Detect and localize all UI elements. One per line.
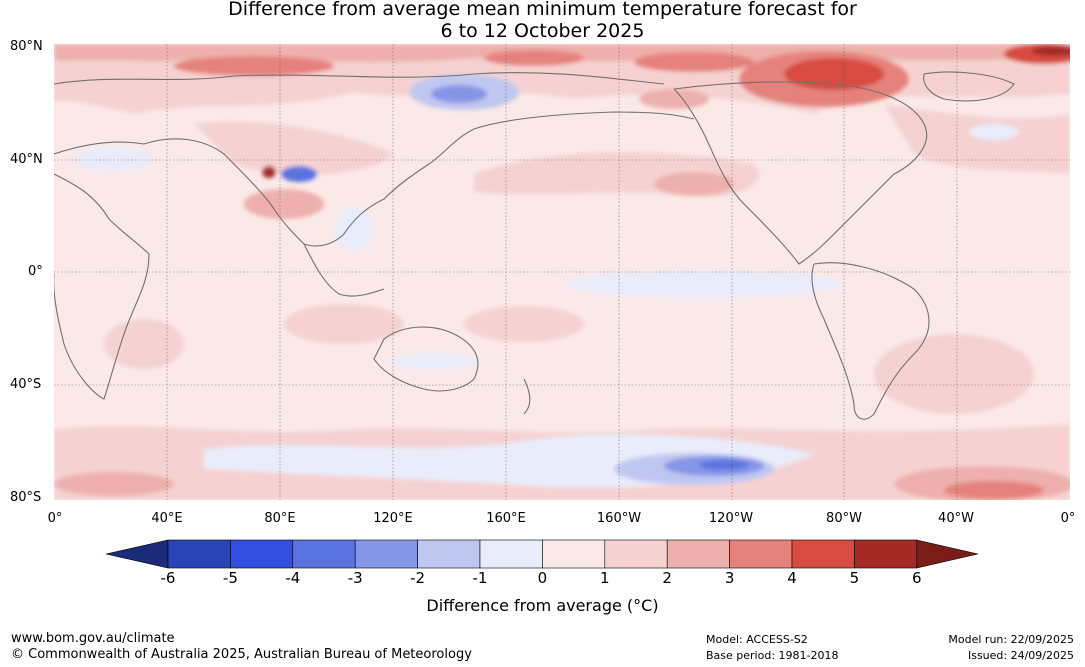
- colorbar-tick-label: 0: [537, 569, 548, 587]
- south-america-coast: [811, 262, 930, 420]
- colorbar-segment: [666, 539, 730, 569]
- eurasia-coast: [54, 111, 695, 247]
- south-pacific-warm: [464, 306, 584, 342]
- colorbar-tick-label: -5: [222, 569, 238, 587]
- greenland-coast: [923, 71, 1015, 102]
- south-america-warm: [874, 334, 1034, 414]
- map-title-line-1: Difference from average mean minimum tem…: [228, 0, 857, 20]
- arabia-warm: [244, 189, 324, 219]
- lon-label-40e: 40°E: [151, 511, 183, 526]
- colorbar-segment: [167, 539, 231, 569]
- map-title-line-2: 6 to 12 October 2025: [440, 20, 645, 42]
- colorbar: [105, 539, 979, 569]
- canada-warm-2: [784, 58, 884, 90]
- lon-label-0-east: 0°: [1060, 511, 1076, 526]
- footer-copyright: © Commonwealth of Australia 2025, Austra…: [11, 647, 472, 662]
- north-america-coast: [673, 81, 928, 265]
- lon-label-120w: 120°W: [708, 511, 754, 526]
- colorbar-tick-label: -3: [347, 569, 363, 587]
- lon-label-80w: 80°W: [826, 511, 862, 526]
- weddell-warmer: [944, 481, 1044, 499]
- europe-cool: [74, 147, 154, 171]
- lat-label-80s: 80°S: [10, 490, 42, 505]
- atlantic-cool: [969, 124, 1019, 140]
- australia-coast: [373, 326, 479, 392]
- graticule: [54, 44, 1070, 500]
- indian-ocean-warm: [284, 304, 404, 344]
- central-asia-warm: [194, 121, 394, 175]
- new-zealand-coast: [523, 378, 531, 415]
- colorbar-segment: [729, 539, 793, 569]
- colorbar-segment: [854, 539, 918, 569]
- footer-issued: Issued: 24/09/2025: [967, 649, 1074, 662]
- siberia-warm: [174, 56, 334, 76]
- africa-coast: [54, 173, 150, 400]
- colorbar-segment: [479, 539, 543, 569]
- lat-label-40s: 40°S: [10, 377, 42, 392]
- colorbar-tick-label: -1: [472, 569, 488, 587]
- footer-base-period: Base period: 1981-2018: [706, 649, 839, 662]
- himalaya-hot: [262, 166, 276, 178]
- colorbar-segment: [230, 539, 294, 569]
- alaska-warm: [639, 89, 709, 109]
- equatorial-pacific-cool: [564, 270, 844, 298]
- tibet-cold: [281, 166, 317, 182]
- colorbar-extend-low: [105, 539, 169, 569]
- colorbar-segment: [791, 539, 855, 569]
- lon-label-120e: 120°E: [373, 511, 413, 526]
- footer-model-run: Model run: 22/09/2025: [948, 633, 1074, 646]
- coastlines: [54, 71, 1015, 420]
- china-cool: [334, 207, 374, 251]
- colorbar-tick-label: 2: [662, 569, 672, 587]
- lat-label-80n: 80°N: [10, 39, 43, 54]
- colorbar-segment: [417, 539, 481, 569]
- colorbar-segment: [354, 539, 418, 569]
- colorbar-segment: [292, 539, 356, 569]
- colorbar-tick-label: -4: [285, 569, 301, 587]
- australia-cool: [389, 354, 479, 370]
- north-pacific-warm-core: [654, 172, 734, 196]
- colorbar-tick-label: 3: [724, 569, 735, 587]
- lon-label-160w: 160°W: [596, 511, 642, 526]
- footer-model: Model: ACCESS-S2: [706, 633, 808, 646]
- north-atlantic-warm: [884, 104, 1070, 174]
- colorbar-segment: [604, 539, 668, 569]
- lat-label-40n: 40°N: [10, 152, 43, 167]
- colorbar-tick-label: 4: [787, 569, 797, 587]
- colorbar-label: Difference from average (°C): [426, 596, 659, 615]
- se-asia-coast: [303, 243, 385, 297]
- sw-indian-warm: [54, 472, 174, 496]
- colorbar-extend-high: [916, 539, 979, 569]
- colorbar-tick-label: 5: [849, 569, 860, 587]
- amundsen-coldest: [699, 460, 749, 470]
- kara-warm: [484, 50, 584, 66]
- lon-label-0-west: 0°: [47, 511, 63, 526]
- lat-label-0: 0°: [28, 264, 43, 279]
- colorbar-segment: [542, 539, 606, 569]
- colorbar-tick-label: -6: [160, 569, 176, 587]
- colorbar-tick-label: 6: [912, 569, 922, 587]
- colorbar-tick-label: -2: [410, 569, 426, 587]
- lon-label-40w: 40°W: [938, 511, 974, 526]
- bering-warm: [634, 52, 754, 72]
- siberia-cold-inner: [431, 85, 487, 103]
- lon-label-80e: 80°E: [264, 511, 296, 526]
- lon-label-160e: 160°E: [486, 511, 526, 526]
- africa-warm: [104, 319, 184, 369]
- temperature-anomaly-map: [54, 44, 1070, 500]
- footer-url: www.bom.gov.au/climate: [11, 631, 175, 646]
- arctic-coast: [54, 72, 665, 85]
- colorbar-tick-label: 1: [600, 569, 610, 587]
- greenland-hot: [1032, 46, 1070, 56]
